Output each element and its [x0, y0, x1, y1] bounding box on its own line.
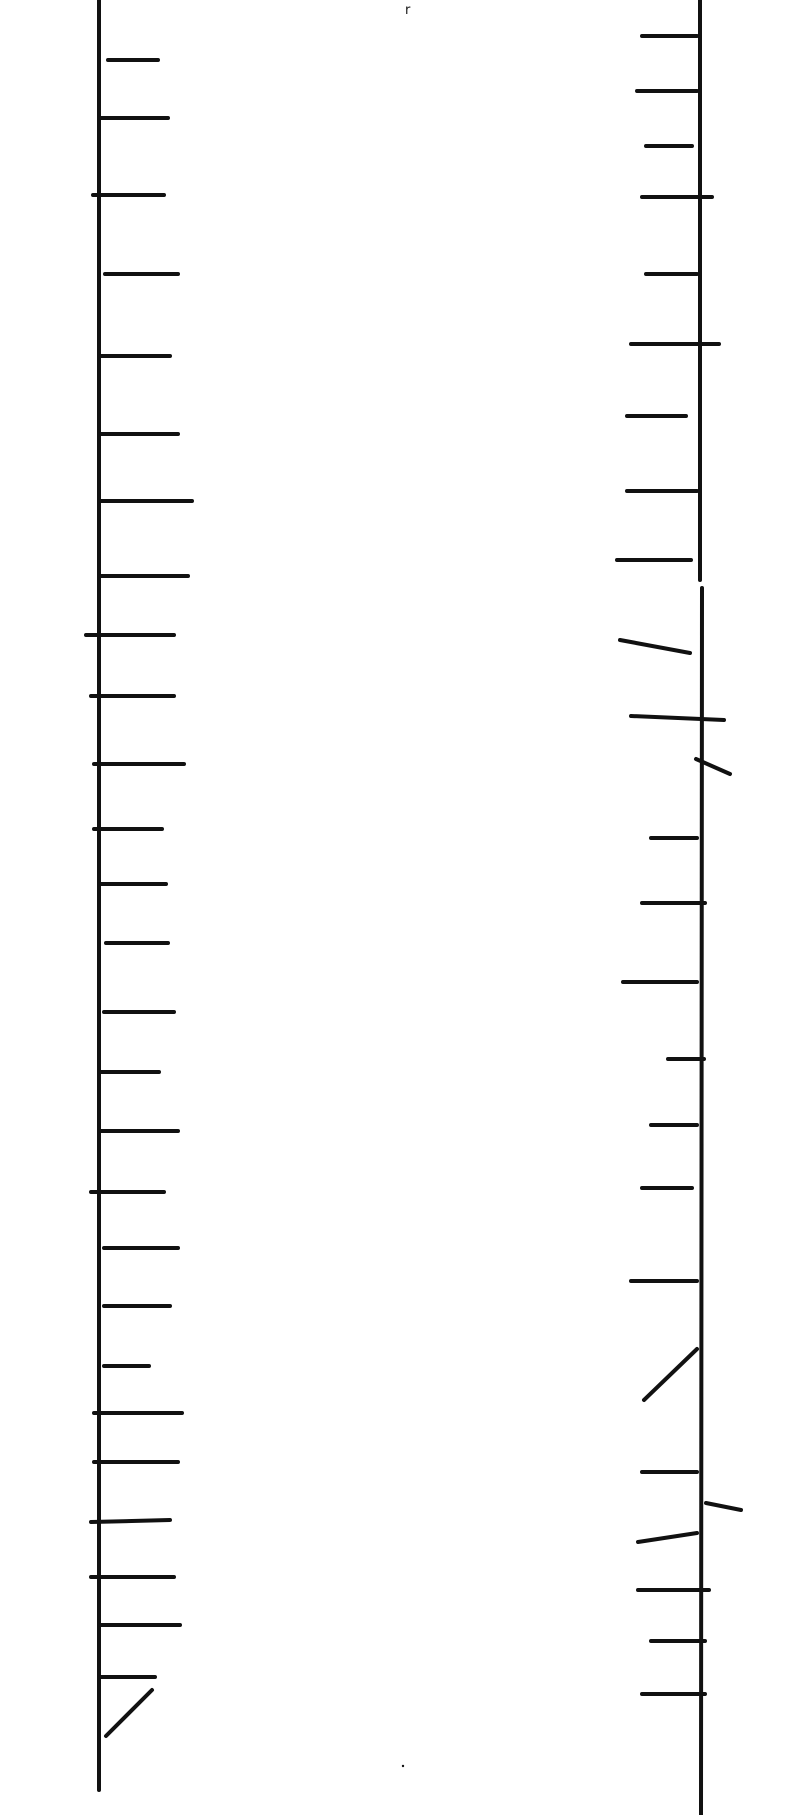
- right-tick-12: [694, 757, 732, 776]
- left-tick-24: [89, 1518, 172, 1524]
- left-tick-28: [104, 1688, 154, 1738]
- right-tick-22: [704, 1501, 743, 1512]
- right-tick-20: [642, 1347, 699, 1402]
- bottom-dot: [401, 1764, 405, 1768]
- top-mark: r: [405, 3, 411, 18]
- right-tick-23: [636, 1531, 699, 1544]
- left-rail-ticks: [84, 58, 194, 1738]
- right-rail-ticks: [615, 34, 743, 1696]
- right-rail-lower: [699, 586, 704, 1815]
- right-tick-11: [629, 714, 726, 722]
- right-tick-10: [618, 638, 692, 655]
